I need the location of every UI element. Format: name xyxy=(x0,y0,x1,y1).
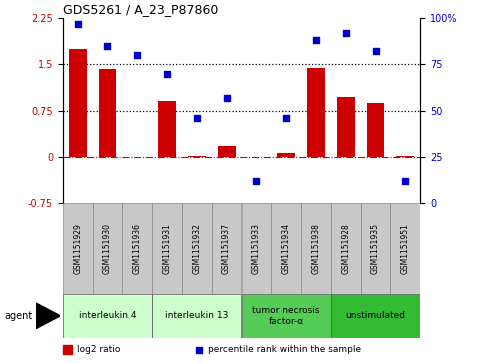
Bar xyxy=(397,156,414,157)
Text: GSM1151934: GSM1151934 xyxy=(282,223,291,274)
Bar xyxy=(271,203,301,294)
Polygon shape xyxy=(36,303,60,329)
Text: percentile rank within the sample: percentile rank within the sample xyxy=(208,345,361,354)
Point xyxy=(133,52,141,58)
Bar xyxy=(390,203,420,294)
Point xyxy=(223,95,230,101)
Text: GDS5261 / A_23_P87860: GDS5261 / A_23_P87860 xyxy=(63,3,218,16)
Bar xyxy=(307,68,325,157)
Text: GSM1151937: GSM1151937 xyxy=(222,223,231,274)
Text: GSM1151929: GSM1151929 xyxy=(73,223,82,274)
Bar xyxy=(242,294,331,338)
Text: GSM1151935: GSM1151935 xyxy=(371,223,380,274)
Bar xyxy=(152,294,242,338)
Bar xyxy=(93,203,122,294)
Text: log2 ratio: log2 ratio xyxy=(77,345,120,354)
Bar xyxy=(122,203,152,294)
Bar xyxy=(361,203,390,294)
Point xyxy=(372,49,380,54)
Bar xyxy=(63,345,71,354)
Text: GSM1151932: GSM1151932 xyxy=(192,223,201,274)
Bar xyxy=(212,203,242,294)
Text: GSM1151951: GSM1151951 xyxy=(401,223,410,274)
Text: GSM1151928: GSM1151928 xyxy=(341,223,350,274)
Point xyxy=(282,115,290,121)
Text: agent: agent xyxy=(5,311,33,321)
Text: interleukin 4: interleukin 4 xyxy=(79,311,136,320)
Point xyxy=(193,115,201,121)
Bar xyxy=(242,203,271,294)
Text: tumor necrosis
factor-α: tumor necrosis factor-α xyxy=(253,306,320,326)
Text: GSM1151936: GSM1151936 xyxy=(133,223,142,274)
Bar xyxy=(63,203,93,294)
Point xyxy=(104,43,112,49)
Point xyxy=(253,178,260,184)
Text: GSM1151931: GSM1151931 xyxy=(163,223,171,274)
Bar xyxy=(301,203,331,294)
Bar xyxy=(277,153,295,157)
Bar xyxy=(331,203,361,294)
Point xyxy=(342,30,350,36)
Text: unstimulated: unstimulated xyxy=(345,311,406,320)
Text: GSM1151930: GSM1151930 xyxy=(103,223,112,274)
Bar xyxy=(367,103,384,157)
Bar xyxy=(99,69,116,157)
Text: GSM1151938: GSM1151938 xyxy=(312,223,320,274)
Bar xyxy=(152,203,182,294)
Bar xyxy=(182,203,212,294)
Bar xyxy=(218,146,236,157)
Point xyxy=(312,37,320,43)
Bar xyxy=(69,49,86,157)
Text: interleukin 13: interleukin 13 xyxy=(165,311,228,320)
Bar xyxy=(337,97,355,157)
Point xyxy=(163,71,171,77)
Point xyxy=(401,178,409,184)
Point xyxy=(74,21,82,26)
Bar xyxy=(63,294,152,338)
Text: GSM1151933: GSM1151933 xyxy=(252,223,261,274)
Bar xyxy=(158,101,176,157)
Point xyxy=(195,347,202,353)
Bar xyxy=(188,156,206,157)
Bar xyxy=(331,294,420,338)
